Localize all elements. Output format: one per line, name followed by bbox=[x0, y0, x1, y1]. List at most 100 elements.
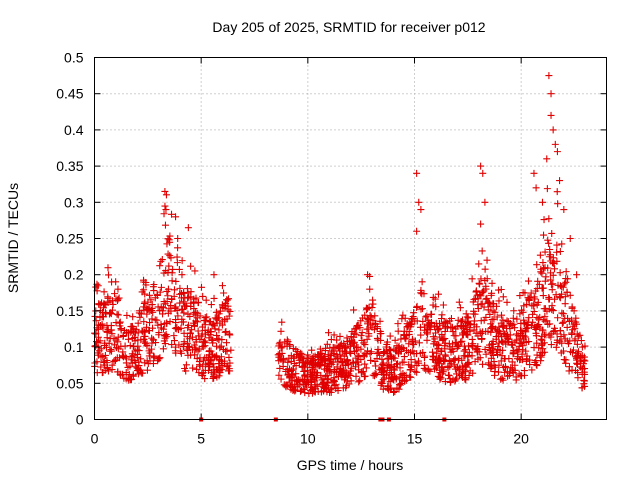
data-point bbox=[339, 384, 347, 392]
data-point bbox=[129, 372, 137, 380]
data-point bbox=[284, 338, 292, 346]
data-point bbox=[537, 268, 545, 276]
data-point bbox=[221, 304, 229, 312]
data-point bbox=[435, 320, 443, 328]
data-point bbox=[517, 356, 525, 364]
data-point bbox=[439, 337, 447, 345]
data-point bbox=[425, 320, 433, 328]
data-point bbox=[225, 353, 233, 361]
data-point bbox=[309, 360, 317, 368]
data-point bbox=[174, 235, 182, 242]
data-point bbox=[212, 308, 220, 316]
data-point bbox=[509, 350, 517, 358]
data-point bbox=[509, 314, 517, 322]
data-point bbox=[178, 271, 186, 279]
data-point bbox=[551, 295, 559, 303]
data-point bbox=[96, 301, 104, 309]
data-point bbox=[129, 313, 137, 321]
data-point bbox=[207, 356, 215, 364]
data-point bbox=[446, 343, 454, 351]
data-point bbox=[434, 290, 442, 298]
data-point bbox=[379, 385, 387, 393]
data-point bbox=[481, 265, 489, 273]
data-point bbox=[415, 339, 423, 347]
data-point bbox=[485, 361, 493, 369]
data-point bbox=[182, 361, 190, 369]
data-point bbox=[545, 253, 553, 261]
data-point bbox=[143, 341, 151, 349]
data-point bbox=[114, 285, 122, 293]
data-point bbox=[434, 340, 442, 348]
data-point bbox=[298, 363, 306, 371]
data-point bbox=[160, 210, 168, 218]
data-point bbox=[502, 330, 510, 338]
data-point bbox=[98, 313, 106, 321]
data-point bbox=[564, 275, 572, 283]
data-point bbox=[179, 298, 187, 306]
data-point bbox=[174, 244, 182, 252]
data-point bbox=[447, 357, 455, 365]
data-point bbox=[171, 303, 179, 311]
data-point bbox=[108, 278, 116, 286]
data-point bbox=[417, 331, 425, 339]
data-point bbox=[554, 200, 562, 208]
data-point bbox=[150, 287, 158, 295]
data-point bbox=[527, 289, 535, 297]
data-point bbox=[455, 366, 463, 374]
data-point bbox=[352, 325, 360, 333]
data-point bbox=[434, 326, 442, 334]
data-point bbox=[403, 323, 411, 331]
data-point bbox=[387, 361, 395, 369]
y-tick-labels: 0 0.05 0.1 0.15 0.2 0.25 0.3 0.35 0.4 0.45 0.5 bbox=[56, 50, 83, 428]
data-point bbox=[539, 345, 547, 353]
data-point bbox=[364, 347, 372, 355]
data-point bbox=[519, 289, 527, 297]
y-tick-label: 0.4 bbox=[64, 122, 84, 138]
data-point bbox=[409, 315, 417, 323]
data-point bbox=[110, 341, 118, 349]
data-point bbox=[140, 328, 148, 336]
data-point bbox=[116, 370, 124, 378]
data-point bbox=[432, 303, 440, 311]
x-tick-label: 10 bbox=[300, 431, 316, 447]
data-point bbox=[400, 371, 408, 379]
data-point bbox=[556, 294, 564, 302]
data-point bbox=[473, 291, 481, 299]
data-point bbox=[154, 303, 162, 311]
data-point bbox=[560, 206, 568, 214]
data-point bbox=[549, 280, 557, 288]
data-point bbox=[201, 326, 209, 334]
data-point bbox=[510, 320, 518, 328]
data-point bbox=[182, 367, 190, 375]
data-point bbox=[569, 349, 577, 357]
data-point bbox=[366, 285, 374, 293]
data-point bbox=[422, 313, 430, 321]
data-point bbox=[558, 283, 566, 291]
data-point bbox=[437, 374, 445, 382]
data-point bbox=[418, 278, 426, 286]
data-point bbox=[574, 369, 582, 377]
data-point bbox=[216, 369, 224, 377]
data-point bbox=[347, 349, 355, 357]
data-point bbox=[148, 339, 156, 347]
data-point bbox=[328, 360, 336, 368]
data-point bbox=[464, 331, 472, 339]
data-point bbox=[108, 366, 116, 374]
data-point bbox=[454, 356, 462, 364]
data-point bbox=[444, 319, 452, 327]
data-point bbox=[403, 332, 411, 340]
data-point bbox=[119, 332, 127, 340]
data-point bbox=[482, 350, 490, 358]
data-point bbox=[332, 344, 340, 352]
data-point bbox=[297, 349, 305, 357]
data-point bbox=[133, 346, 141, 354]
data-point bbox=[516, 292, 524, 300]
data-point bbox=[137, 366, 145, 374]
data-point bbox=[480, 303, 488, 311]
data-point bbox=[223, 296, 231, 304]
data-point bbox=[355, 352, 363, 360]
data-point bbox=[453, 344, 461, 352]
data-point bbox=[377, 368, 385, 376]
data-point bbox=[315, 362, 323, 370]
data-point bbox=[371, 312, 379, 320]
